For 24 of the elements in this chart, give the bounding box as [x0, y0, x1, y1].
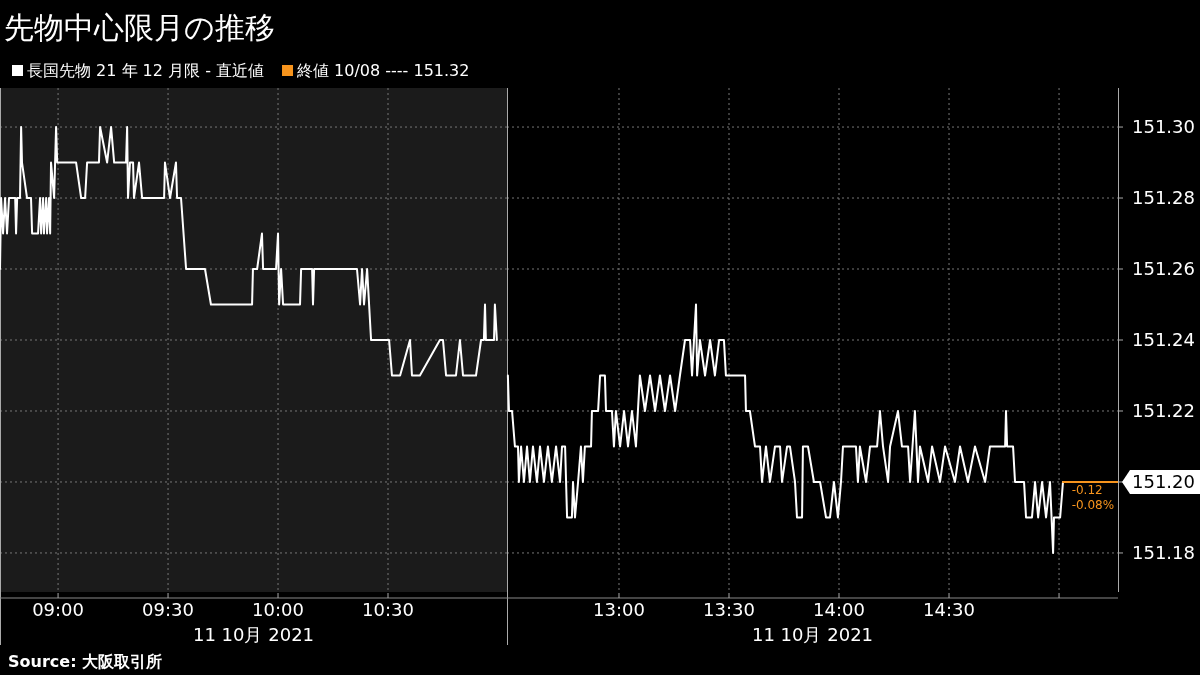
chart-title: 先物中心限月の推移: [4, 10, 275, 45]
annotation: -0.12: [1071, 482, 1103, 497]
y-tick-label: 151.22: [1132, 399, 1195, 421]
x-axis-title: 11 10月 2021: [192, 624, 315, 645]
y-tick-label: 151.18: [1132, 541, 1195, 563]
annotation: -0.08%: [1071, 497, 1115, 512]
x-tick-label: 13:30: [703, 599, 755, 620]
x-tick-label: 14:00: [813, 599, 865, 620]
x-tick-label: 10:30: [362, 599, 414, 620]
line-series: [506, 303, 1064, 554]
x-tick-label: 10:00: [252, 599, 304, 620]
source-note: Source: 大阪取引所: [8, 652, 163, 671]
x-tick-label: 09:00: [32, 599, 85, 620]
y-tick-label: 151.26: [1132, 258, 1195, 280]
x-axis-title: 11 10月 2021: [751, 624, 874, 645]
legend-label: 終値 10/08 ---- 151.32: [296, 61, 470, 80]
x-tick-label: 13:00: [593, 599, 645, 620]
legend-label: 長国先物 21 年 12 月限 - 直近値: [27, 61, 265, 80]
y-tick-label: 151.30: [1132, 116, 1195, 138]
x-tick-label: 14:30: [923, 599, 975, 620]
y-tick-label: 151.24: [1132, 329, 1195, 350]
y-tick-label: 151.20: [1132, 470, 1195, 492]
y-tick-label: 151.28: [1132, 187, 1195, 209]
x-tick-label: 09:30: [142, 599, 194, 620]
